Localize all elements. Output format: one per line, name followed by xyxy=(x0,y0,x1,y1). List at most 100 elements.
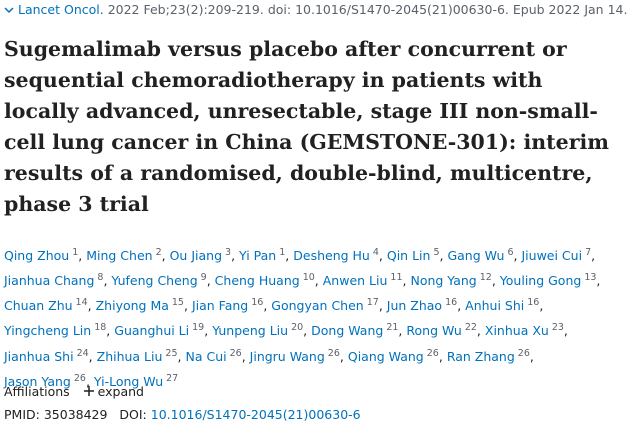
affiliation-number[interactable]: 27 xyxy=(166,372,179,384)
author-link[interactable]: Qin Lin xyxy=(386,248,431,264)
author-link[interactable]: Youling Gong xyxy=(499,273,582,289)
affiliation-number[interactable]: 25 xyxy=(165,347,178,359)
author-link[interactable]: Zhihua Liu xyxy=(96,348,163,364)
author-link[interactable]: Jingru Wang xyxy=(249,348,325,364)
affiliation-number[interactable]: 22 xyxy=(464,322,477,334)
affiliation-number[interactable]: 3 xyxy=(225,247,232,258)
affiliation-number[interactable]: 15 xyxy=(171,297,184,309)
separator: , xyxy=(161,248,166,264)
author-link[interactable]: Guanghui Li xyxy=(114,323,190,339)
author-link[interactable]: Jian Fang xyxy=(191,298,249,314)
author-link[interactable]: Anwen Liu xyxy=(322,273,388,289)
separator: , xyxy=(206,273,211,289)
plus-icon xyxy=(83,386,94,396)
expand-button[interactable]: expand xyxy=(83,384,144,399)
affiliation-number[interactable]: 12 xyxy=(479,272,492,284)
author-link[interactable]: Gongyan Chen xyxy=(271,298,364,314)
author-link[interactable]: Anhui Shi xyxy=(465,298,525,314)
affiliation-number[interactable]: 21 xyxy=(386,322,399,334)
author-link[interactable]: Ming Chen xyxy=(86,248,153,264)
author-link[interactable]: Gang Wu xyxy=(447,248,505,264)
author-link[interactable]: Yi-Long Wu xyxy=(93,373,164,389)
author-link[interactable]: Cheng Huang xyxy=(214,273,300,289)
author-link[interactable]: Qing Zhou xyxy=(4,248,70,264)
affiliation-number[interactable]: 10 xyxy=(302,272,315,284)
affiliation-number[interactable]: 26 xyxy=(229,347,242,359)
author-link[interactable]: Desheng Hu xyxy=(293,248,370,264)
affiliation-number[interactable]: 1 xyxy=(72,247,79,258)
affiliation-number[interactable]: 16 xyxy=(527,297,540,309)
author-row: Jason Yang 26, Yi-Long Wu 27 xyxy=(4,368,640,393)
author-link[interactable]: Qiang Wang xyxy=(347,348,424,364)
separator: , xyxy=(513,248,518,264)
affiliation-number[interactable]: 1 xyxy=(279,247,286,258)
affiliation-number[interactable]: 2 xyxy=(155,247,162,258)
affiliation-number[interactable]: 24 xyxy=(76,347,89,359)
author-link[interactable]: Yingcheng Lin xyxy=(4,323,92,339)
author-link[interactable]: Jason Yang xyxy=(4,373,71,389)
author-link[interactable]: Ou Jiang xyxy=(169,248,223,264)
affiliation-number[interactable]: 23 xyxy=(551,322,564,334)
separator: , xyxy=(88,348,93,364)
pmid: 35038429 xyxy=(43,407,108,422)
author-link[interactable]: Chuan Zhu xyxy=(4,298,73,314)
separator: , xyxy=(303,323,308,339)
separator: , xyxy=(529,348,534,364)
affiliation-number[interactable]: 16 xyxy=(251,297,264,309)
separator: , xyxy=(591,248,596,264)
affiliation-number[interactable]: 17 xyxy=(366,297,379,309)
author-link[interactable]: Dong Wang xyxy=(311,323,384,339)
affiliation-number[interactable]: 20 xyxy=(291,322,304,334)
author-link[interactable]: Jianhua Chang xyxy=(4,273,95,289)
affiliation-number[interactable]: 11 xyxy=(390,272,403,284)
affiliation-number[interactable]: 14 xyxy=(75,297,88,309)
author-link[interactable]: Yunpeng Liu xyxy=(212,323,289,339)
identifiers: PMID: 35038429 DOI: 10.1016/S1470-2045(2… xyxy=(4,407,361,422)
author-row: Qing Zhou 1, Ming Chen 2, Ou Jiang 3, Yi Pa… xyxy=(4,242,640,267)
affiliation-number[interactable]: 26 xyxy=(327,347,340,359)
author-link[interactable]: Rong Wu xyxy=(406,323,462,339)
doi-link[interactable]: 10.1016/S1470-2045(21)00630-6 xyxy=(150,407,361,422)
author-link[interactable]: Jiuwei Cui xyxy=(521,248,583,264)
author-link[interactable]: Jun Zhao xyxy=(386,298,443,314)
doi-label: DOI: xyxy=(119,407,147,422)
author-link[interactable]: Zhiyong Ma xyxy=(95,298,169,314)
author-link[interactable]: Yufeng Cheng xyxy=(111,273,198,289)
affiliation-number[interactable]: 13 xyxy=(584,272,597,284)
affiliation-number[interactable]: 5 xyxy=(433,247,440,258)
author-link[interactable]: Ran Zhang xyxy=(446,348,515,364)
separator: , xyxy=(204,323,209,339)
separator: , xyxy=(439,248,444,264)
author-row: Chuan Zhu 14, Zhiyong Ma 15, Jian Fang 16, … xyxy=(4,292,640,317)
separator: , xyxy=(87,298,92,314)
journal-link[interactable]: Lancet Oncol. xyxy=(18,2,104,17)
affiliation-number[interactable]: 19 xyxy=(192,322,205,334)
affiliation-number[interactable]: 26 xyxy=(517,347,530,359)
affiliation-number[interactable]: 26 xyxy=(73,372,86,384)
author-link[interactable]: Jianhua Shi xyxy=(4,348,74,364)
separator: , xyxy=(398,323,403,339)
separator: , xyxy=(285,248,290,264)
separator: , xyxy=(457,298,462,314)
separator: , xyxy=(378,248,383,264)
separator: , xyxy=(476,323,481,339)
affiliation-number[interactable]: 16 xyxy=(445,297,458,309)
author-link[interactable]: Nong Yang xyxy=(410,273,477,289)
separator: , xyxy=(491,273,496,289)
separator: , xyxy=(106,323,111,339)
affiliation-number[interactable]: 7 xyxy=(585,247,592,258)
author-link[interactable]: Na Cui xyxy=(185,348,227,364)
affiliation-number[interactable]: 9 xyxy=(200,272,207,284)
author-link[interactable]: Yi Pan xyxy=(239,248,277,264)
affiliation-number[interactable]: 4 xyxy=(372,247,379,258)
affiliation-number[interactable]: 6 xyxy=(507,247,514,258)
affiliation-number[interactable]: 18 xyxy=(94,322,107,334)
affiliation-number[interactable]: 8 xyxy=(97,272,104,284)
affiliation-number[interactable]: 26 xyxy=(426,347,439,359)
author-row: Jianhua Shi 24, Zhihua Liu 25, Na Cui 26, J… xyxy=(4,343,640,368)
dropdown-icon[interactable] xyxy=(4,5,14,15)
separator: , xyxy=(177,348,182,364)
author-link[interactable]: Xinhua Xu xyxy=(484,323,549,339)
separator: , xyxy=(596,273,601,289)
separator: , xyxy=(263,298,268,314)
